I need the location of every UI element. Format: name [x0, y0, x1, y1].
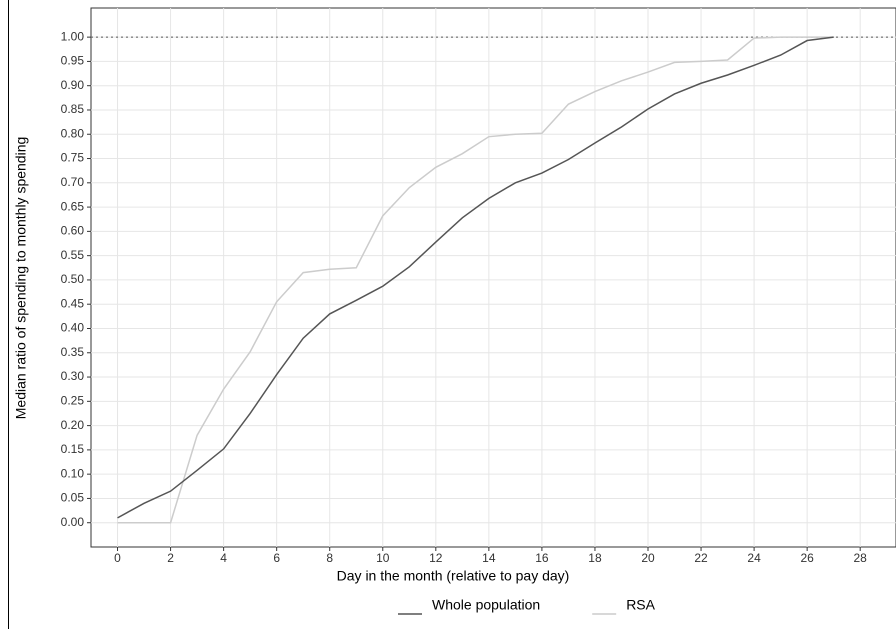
x-tick-label: 6 [273, 551, 280, 565]
data-line [117, 36, 834, 524]
y-tick-label: 0.90 [61, 78, 85, 92]
y-tick-label: 0.20 [61, 418, 85, 432]
x-tick-label: 22 [694, 551, 708, 565]
y-tick-label: 0.55 [61, 248, 85, 262]
legend-label: RSA [626, 597, 655, 613]
y-tick-label: 0.80 [61, 126, 85, 140]
y-tick-label: 0.05 [61, 491, 85, 505]
y-tick-label: 0.35 [61, 345, 85, 359]
y-tick-label: 0.30 [61, 369, 85, 383]
x-tick-label: 4 [220, 551, 227, 565]
y-tick-label: 0.60 [61, 224, 85, 238]
legend-label: Whole population [432, 597, 540, 613]
y-tick-label: 0.00 [61, 515, 85, 529]
x-tick-label: 10 [376, 551, 390, 565]
y-tick-label: 0.70 [61, 175, 85, 189]
y-tick-label: 0.85 [61, 102, 85, 116]
y-tick-label: 0.10 [61, 466, 85, 480]
plot-area [90, 7, 896, 548]
y-tick-label: 0.50 [61, 272, 85, 286]
x-tick-label: 26 [800, 551, 814, 565]
x-tick-label: 0 [114, 551, 121, 565]
x-tick-label: 20 [641, 551, 655, 565]
y-tick-label: 0.75 [61, 151, 85, 165]
y-tick-label: 0.65 [61, 199, 85, 213]
y-tick-label: 1.00 [61, 29, 85, 43]
x-tick-label: 2 [167, 551, 174, 565]
x-tick-label: 24 [747, 551, 761, 565]
y-axis-label: Median ratio of spending to monthly spen… [13, 137, 29, 420]
x-tick-label: 16 [535, 551, 549, 565]
x-tick-label: 18 [588, 551, 602, 565]
x-tick-label: 28 [854, 551, 868, 565]
data-line [117, 36, 834, 519]
x-axis-label: Day in the month (relative to pay day) [337, 568, 570, 584]
x-tick-label: 12 [429, 551, 443, 565]
y-tick-label: 0.40 [61, 321, 85, 335]
y-tick-label: 0.25 [61, 393, 85, 407]
x-tick-label: 14 [482, 551, 496, 565]
y-tick-label: 0.95 [61, 54, 85, 68]
x-tick-label: 8 [326, 551, 333, 565]
y-tick-label: 0.45 [61, 296, 85, 310]
y-tick-label: 0.15 [61, 442, 85, 456]
